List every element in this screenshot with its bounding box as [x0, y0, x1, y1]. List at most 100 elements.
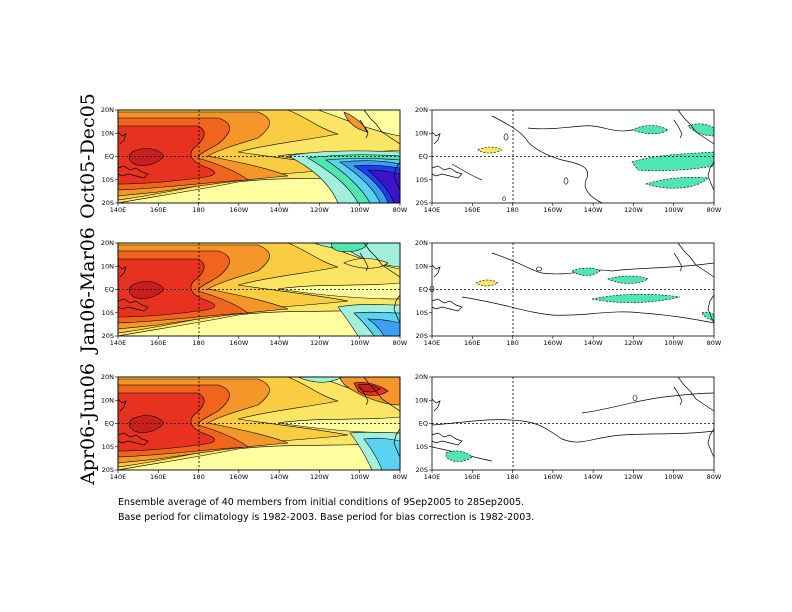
negative-anomaly-patch — [571, 267, 601, 276]
lon-tick-label: 120W — [624, 206, 643, 214]
negative-anomaly-patch — [631, 125, 669, 135]
coastline-philippines — [117, 131, 127, 145]
negative-anomaly-patch — [607, 275, 649, 284]
lon-tick-label: 120W — [624, 339, 643, 347]
coastline-mexico — [359, 386, 369, 406]
lat-tick-label: 10S — [102, 443, 114, 451]
coastline-new-guinea — [431, 298, 463, 312]
coastline-mexico — [673, 386, 683, 406]
coastline-central-america — [677, 376, 715, 412]
coastline-mexico — [673, 252, 683, 272]
contour-line — [527, 125, 633, 132]
lat-tick-label: 20N — [101, 373, 114, 381]
lon-tick-label: 180 — [192, 339, 204, 347]
lon-tick-label: 140E — [110, 339, 127, 347]
lat-tick-label: EQ — [105, 286, 114, 294]
coastline-philippines — [431, 398, 441, 412]
lon-tick-label: 160W — [229, 206, 248, 214]
lat-tick-label: 20N — [101, 106, 114, 114]
coastline-central-america — [363, 242, 401, 278]
band-red — [117, 125, 215, 185]
lon-tick-label: 100W — [664, 473, 683, 481]
lon-tick-label: 100W — [664, 339, 683, 347]
coastline-central-america — [677, 242, 715, 278]
lat-tick-label: EQ — [419, 286, 428, 294]
lat-tick-label: 10S — [102, 176, 114, 184]
band-dark-red — [128, 415, 165, 433]
row-label-3: Apr06-Jun06 — [77, 363, 99, 485]
lon-tick-label: 180 — [192, 206, 204, 214]
lon-tick-label: 160E — [464, 473, 481, 481]
band-red — [117, 392, 215, 452]
lon-tick-label: 160E — [150, 339, 167, 347]
lat-tick-label: 20S — [102, 332, 114, 340]
lat-tick-label: 20S — [416, 199, 428, 207]
lon-tick-label: 140W — [584, 206, 603, 214]
coastline-new-guinea — [117, 432, 149, 446]
lat-tick-label: 20N — [101, 239, 114, 247]
lon-tick-label: 180 — [192, 473, 204, 481]
negative-anomaly-patch — [591, 293, 681, 303]
lon-tick-label: 120W — [310, 473, 329, 481]
band-dark-red — [128, 148, 165, 166]
coastline-new-guinea — [117, 298, 149, 312]
lon-tick-label: 100W — [664, 206, 683, 214]
lon-tick-label: 120W — [310, 339, 329, 347]
lon-tick-label: 180 — [506, 339, 518, 347]
lon-tick-label: 80W — [393, 473, 408, 481]
lat-tick-label: 10S — [102, 309, 114, 317]
lon-tick-label: 100W — [350, 206, 369, 214]
lon-tick-label: 140E — [110, 206, 127, 214]
lon-tick-label: 140E — [110, 473, 127, 481]
row-label-1: Oct05-Dec05 — [77, 93, 99, 219]
coastline-central-america — [363, 376, 401, 412]
lon-tick-label: 140W — [270, 473, 289, 481]
lon-tick-label: 160W — [543, 473, 562, 481]
negative-anomaly-patch — [687, 123, 715, 137]
lat-tick-label: EQ — [105, 420, 114, 428]
lon-tick-label: 160E — [150, 473, 167, 481]
coastline-mexico — [359, 252, 369, 272]
lat-tick-label: 20N — [415, 106, 428, 114]
coastline-mexico — [673, 119, 683, 139]
small-contour-loop — [503, 133, 509, 141]
lon-tick-label: 120W — [624, 473, 643, 481]
lon-tick-label: 160W — [229, 473, 248, 481]
coastline-south-america — [393, 428, 401, 458]
lat-tick-label: 20S — [416, 332, 428, 340]
lat-tick-label: 10N — [101, 396, 114, 404]
lat-tick-label: 10S — [416, 309, 428, 317]
zero-contour — [491, 115, 603, 204]
lon-tick-label: 140W — [270, 206, 289, 214]
positive-anomaly-patch — [477, 146, 503, 154]
band-dark-red — [128, 281, 165, 299]
lon-tick-label: 140E — [424, 206, 441, 214]
coastline-new-guinea — [431, 165, 463, 179]
negative-anomaly-patch — [644, 176, 709, 189]
coastline-central-america — [677, 109, 715, 145]
coastline-south-america — [707, 428, 715, 458]
lat-tick-label: 10N — [415, 129, 428, 137]
coastline-philippines — [431, 131, 441, 145]
lat-tick-label: 10S — [416, 176, 428, 184]
lat-tick-label: 20S — [102, 466, 114, 474]
negative-anomaly-patch — [445, 450, 473, 462]
coastline-south-america — [393, 161, 401, 191]
lon-tick-label: 180 — [506, 473, 518, 481]
small-contour-loop — [632, 394, 638, 402]
lat-tick-label: 10N — [101, 129, 114, 137]
contour-line — [461, 296, 715, 324]
band-green-cyan-ne — [330, 242, 369, 253]
band-orange-ne — [343, 111, 369, 133]
coastline-south-america — [707, 161, 715, 191]
coastline-mexico — [359, 119, 369, 139]
contour-line — [581, 392, 715, 414]
lon-tick-label: 80W — [707, 206, 722, 214]
coastline-new-guinea — [117, 165, 149, 179]
lon-tick-label: 80W — [707, 339, 722, 347]
lon-tick-label: 180 — [506, 206, 518, 214]
row-label-2: Jan06-Mar06 — [77, 227, 99, 353]
lat-tick-label: EQ — [419, 153, 428, 161]
